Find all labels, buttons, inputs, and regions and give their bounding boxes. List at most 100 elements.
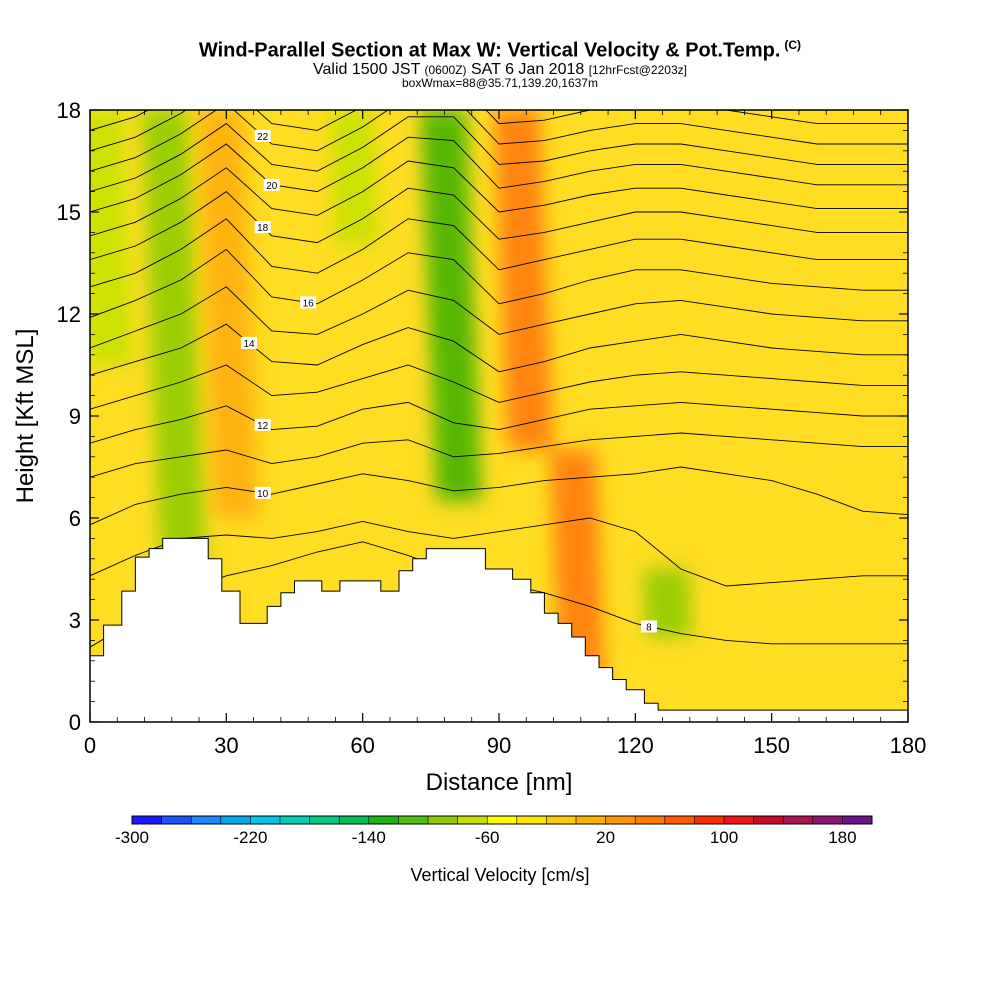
colorbar-swatch [635,816,666,824]
colorbar-swatch [842,816,873,824]
contour-label: 12 [257,421,269,432]
contour-label: 20 [266,181,278,192]
colorbar-tick-label: 180 [828,828,856,847]
colorbar-swatch [161,816,192,824]
colorbar-swatch [783,816,814,824]
colorbar-swatch [546,816,577,824]
theta-contour [90,218,908,288]
contour-label-bg [241,336,258,349]
y-tick-label: 3 [69,608,81,633]
colorbar-swatch [280,816,311,824]
x-tick-label: 0 [84,733,96,758]
colorbar-swatch [694,816,725,824]
terrain-mask [89,537,909,723]
contour-label-bg [254,486,271,499]
y-axis-label: Height [Kft MSL] [12,329,39,504]
velocity-column [494,110,554,450]
contour-label: 14 [243,339,255,350]
chart-title-text: Wind-Parallel Section at Max W: Vertical… [198,39,781,62]
colorbar-label: Vertical Velocity [cm/s] [410,865,589,885]
y-tick-label: 9 [69,404,81,429]
velocity-column [328,110,380,246]
axes: 0 30 60 90 120 150 180 0 3 6 9 12 15 18 [57,98,927,758]
x-tick-label: 120 [617,733,654,758]
theta-contour [90,110,908,172]
contour-label-bg [640,620,657,633]
theta-contour [90,136,908,213]
y-tick-label: 0 [69,710,81,735]
theta-contour [90,466,908,526]
theta-contours: 8 10 12 14 16 18 20 22 24 [90,85,908,648]
colorbar-swatch [664,816,695,824]
contour-label: 16 [303,298,315,309]
chart-title: Wind-Parallel Section at Max W: Vertical… [0,38,1000,63]
theta-contour [90,248,908,318]
theta-contour [90,517,908,587]
x-tick-label: 30 [214,733,238,758]
theta-contour [90,401,908,444]
contour-label-bg [254,418,271,431]
contour-label: 24 [730,87,742,98]
colorbar-swatch [724,816,755,824]
valid-date: SAT 6 Jan 2018 [471,61,585,78]
x-tick-label: 150 [753,733,790,758]
theta-contour [90,432,908,478]
velocity-column [141,110,207,593]
contour-label-bg [727,85,743,97]
colorbar-swatch [191,816,222,824]
x-tick-label: 60 [350,733,374,758]
colorbar-tick-label: 20 [596,828,615,847]
colorbar-swatch [309,816,340,824]
colorbar-swatch [250,816,281,824]
theta-contour [90,187,908,261]
box-info: boxWmax=88@35.71,139.20,1637m [402,76,598,90]
colorbar-tick-label: 100 [710,828,738,847]
colorbar-swatch [339,816,370,824]
forecast-info: [12hrFcst@2203z] [588,63,687,77]
colorbar-swatch [368,816,399,824]
colorbar-tick-label: -140 [352,828,386,847]
contour-label-bg [254,220,271,233]
colorbar-swatch [576,816,607,824]
colorbar-swatch [753,816,784,824]
colorbar-frame [131,815,873,825]
theta-contour [90,364,908,410]
colorbar-tick-label: -300 [115,828,149,847]
theta-contour [90,323,908,376]
chart-subtitle: Valid 1500 JST (0600Z) SAT 6 Jan 2018 [1… [0,61,1000,79]
y-tick-label: 18 [57,98,81,123]
x-tick-label: 180 [890,733,927,758]
contour-label: 8 [646,622,652,633]
theta-contour [90,160,908,237]
contour-label: 22 [257,132,269,143]
y-tick-label: 12 [57,302,81,327]
colorbar-swatch [428,816,459,824]
theta-contour [90,116,908,193]
colorbar-tick-label: -60 [475,828,500,847]
colorbar: -300 -220 -140 -60 20 100 180 [115,815,873,847]
colorbar-swatch [812,816,843,824]
valid-prefix: Valid 1500 JST [313,61,421,78]
contour-label: 18 [257,223,269,234]
contour-label-bg [263,178,280,191]
contour-label-bg [254,129,271,142]
x-tick-label: 90 [487,733,511,758]
theta-contour [90,286,908,349]
colorbar-swatch [605,816,636,824]
colorbar-swatch [516,816,547,824]
y-tick-label: 6 [69,506,81,531]
velocity-column [643,569,692,637]
velocity-columns [90,110,692,688]
colorbar-swatch [220,816,251,824]
colorbar-tick-label: -220 [233,828,267,847]
valid-utc: (0600Z) [424,63,467,77]
contour-label: 10 [257,489,269,500]
velocity-column [197,110,260,518]
colorbar-swatch [132,816,163,824]
colorbar-swatch [457,816,488,824]
x-axis-label: Distance [nm] [426,769,573,796]
colorbar-swatch [398,816,429,824]
velocity-column [90,110,133,365]
colorbar-swatch [487,816,518,824]
